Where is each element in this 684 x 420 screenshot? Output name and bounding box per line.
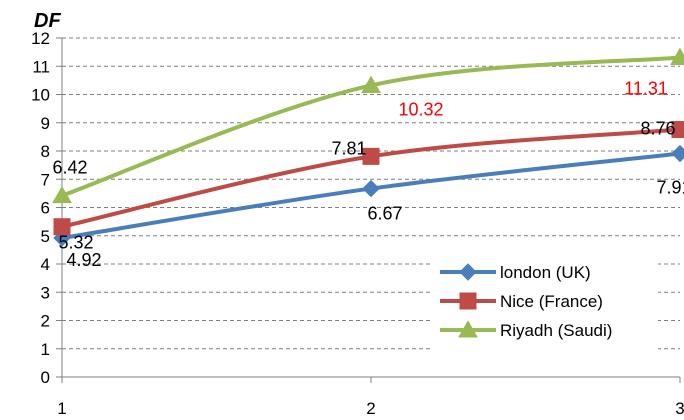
x-tick-label: 2: [366, 399, 375, 418]
data-label: 5.32: [58, 233, 93, 253]
y-tick-label: 8: [41, 142, 50, 161]
data-point: [361, 75, 381, 93]
legend-swatch-marker: [458, 320, 478, 338]
legend-label: Riyadh (Saudi): [500, 321, 612, 340]
legend-label: london (UK): [500, 263, 591, 282]
data-label: 7.91: [656, 178, 684, 198]
y-tick-label: 2: [41, 312, 50, 331]
data-label: 6.67: [367, 204, 402, 224]
data-point: [362, 179, 380, 198]
data-label: 6.42: [52, 158, 87, 178]
y-tick-label: 7: [41, 170, 50, 189]
y-tick-label: 9: [41, 114, 50, 133]
x-tick-labels: 1 2 3: [57, 399, 684, 418]
y-tick-label: 4: [41, 255, 50, 274]
data-label: 11.31: [624, 78, 668, 98]
data-point: [362, 147, 380, 165]
y-tick-label: 1: [41, 340, 50, 359]
y-axis-label: DF: [34, 10, 61, 32]
legend-swatch-marker: [459, 292, 477, 310]
data-label: 7.81: [331, 138, 366, 158]
legend-label: Nice (France): [500, 292, 603, 311]
legend-swatch-marker: [459, 263, 477, 281]
y-tick-label: 12: [31, 29, 50, 48]
data-point: [671, 144, 684, 163]
data-label: 4.92: [66, 250, 101, 270]
data-labels: 4.92 6.67 7.91 5.32 7.81 8.76 6.42 10.32 11.31: [52, 78, 684, 270]
data-point: [52, 185, 72, 204]
data-point: [670, 47, 684, 66]
data-label: 8.76: [640, 119, 675, 139]
data-point: [53, 218, 71, 236]
data-label: 10.32: [398, 99, 443, 119]
y-tick-label: 11: [32, 57, 50, 76]
data-point: [671, 121, 684, 139]
series-markers: [52, 47, 684, 247]
y-tick-label: 10: [31, 86, 50, 105]
y-tick-label: 5: [41, 227, 50, 246]
x-tick-label: 1: [57, 399, 66, 418]
y-tick-label: 6: [41, 199, 50, 218]
y-tick-label: 0: [41, 368, 50, 387]
legend: london (UK) Nice (France) Riyadh (Saudi): [432, 252, 658, 352]
y-tick-label: 3: [41, 283, 50, 302]
x-tick-label: 3: [675, 399, 684, 418]
